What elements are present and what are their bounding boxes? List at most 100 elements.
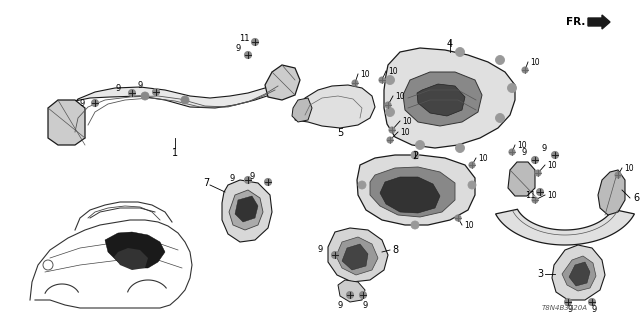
Text: 9: 9 [362, 300, 367, 309]
Circle shape [495, 55, 504, 65]
Text: 8: 8 [392, 245, 398, 255]
Text: 9: 9 [138, 81, 143, 90]
Circle shape [522, 67, 528, 73]
Polygon shape [417, 84, 465, 116]
Text: 9: 9 [79, 99, 84, 108]
Polygon shape [384, 48, 515, 148]
Circle shape [456, 143, 465, 153]
Text: 6: 6 [633, 193, 639, 203]
Text: 9: 9 [337, 300, 342, 309]
Text: 10: 10 [478, 154, 488, 163]
Text: 10: 10 [400, 127, 410, 137]
Text: 1: 1 [172, 148, 178, 158]
Circle shape [141, 92, 149, 100]
Polygon shape [50, 72, 295, 140]
Circle shape [509, 149, 515, 155]
Text: 9: 9 [568, 306, 573, 315]
Circle shape [495, 114, 504, 123]
Circle shape [531, 156, 538, 164]
Circle shape [264, 179, 271, 186]
Circle shape [129, 90, 136, 97]
Polygon shape [295, 85, 375, 128]
Polygon shape [105, 232, 165, 268]
Circle shape [532, 197, 538, 203]
Polygon shape [552, 245, 605, 300]
Polygon shape [48, 100, 85, 145]
Text: 9: 9 [541, 143, 547, 153]
Polygon shape [380, 177, 440, 213]
Polygon shape [235, 196, 258, 222]
Circle shape [536, 188, 543, 196]
Polygon shape [222, 180, 272, 242]
Circle shape [411, 221, 419, 229]
Text: 2: 2 [412, 151, 418, 161]
Polygon shape [338, 280, 365, 302]
Text: 7: 7 [203, 178, 209, 188]
Circle shape [360, 292, 367, 299]
Circle shape [152, 89, 159, 95]
Circle shape [244, 52, 252, 59]
Text: 10: 10 [530, 58, 540, 67]
Text: 10: 10 [517, 140, 527, 149]
Polygon shape [562, 256, 596, 291]
Circle shape [358, 181, 366, 189]
Circle shape [92, 100, 99, 107]
Circle shape [346, 292, 353, 299]
Circle shape [455, 215, 461, 221]
Circle shape [385, 102, 391, 108]
Circle shape [615, 172, 621, 178]
Circle shape [508, 84, 516, 92]
Polygon shape [336, 237, 378, 275]
Circle shape [244, 177, 252, 183]
Circle shape [411, 151, 419, 159]
Circle shape [552, 151, 559, 158]
Text: 10: 10 [388, 67, 397, 76]
Polygon shape [292, 98, 312, 122]
Circle shape [332, 252, 339, 259]
Polygon shape [342, 244, 368, 270]
Text: 3: 3 [537, 269, 543, 279]
Text: 9: 9 [591, 306, 596, 315]
Text: 11: 11 [239, 34, 249, 43]
Text: 10: 10 [395, 92, 404, 100]
Text: 9: 9 [236, 44, 241, 52]
Text: 10: 10 [360, 69, 370, 78]
Text: 10: 10 [464, 220, 474, 229]
Text: 10: 10 [402, 116, 412, 125]
Polygon shape [265, 65, 300, 100]
Circle shape [389, 127, 395, 133]
Circle shape [469, 162, 475, 168]
Text: 9: 9 [115, 84, 120, 92]
Circle shape [564, 299, 572, 306]
Text: 9: 9 [522, 148, 527, 156]
Polygon shape [370, 167, 455, 217]
Text: 5: 5 [337, 128, 343, 138]
Circle shape [456, 47, 465, 57]
Text: 10: 10 [624, 164, 634, 172]
Polygon shape [403, 72, 482, 126]
Text: 10: 10 [547, 161, 557, 170]
Circle shape [415, 140, 424, 149]
Polygon shape [495, 209, 634, 245]
Text: 9: 9 [229, 173, 235, 182]
Circle shape [468, 181, 476, 189]
Text: T8N4B3720A: T8N4B3720A [542, 305, 588, 311]
Polygon shape [229, 190, 263, 230]
Text: 4: 4 [447, 39, 453, 49]
Circle shape [385, 108, 394, 116]
Polygon shape [328, 228, 388, 282]
Circle shape [352, 80, 358, 86]
Polygon shape [588, 15, 610, 29]
Polygon shape [357, 155, 475, 225]
Polygon shape [569, 262, 590, 286]
Polygon shape [114, 248, 148, 270]
Circle shape [379, 77, 385, 83]
Circle shape [385, 76, 394, 84]
Circle shape [252, 38, 259, 45]
Text: 9: 9 [250, 172, 255, 180]
Text: 9: 9 [317, 245, 323, 254]
Polygon shape [598, 170, 625, 215]
Circle shape [181, 96, 189, 104]
Text: FR.: FR. [566, 17, 585, 27]
Circle shape [387, 137, 393, 143]
